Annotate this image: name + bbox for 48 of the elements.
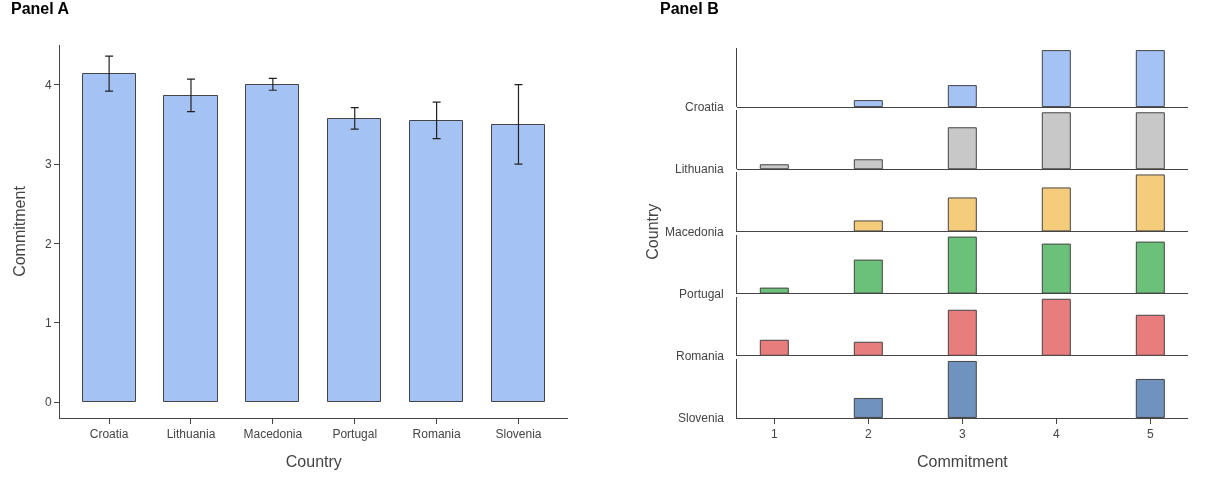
bar (409, 120, 463, 402)
y-axis-title: Macedonia (665, 225, 725, 239)
bar (853, 341, 883, 356)
bar (1041, 298, 1071, 356)
text: Country (643, 203, 661, 260)
bar (82, 73, 136, 402)
bar (163, 95, 218, 402)
y-axis-title: Slovenia (678, 411, 725, 425)
chart-title: Panel B (660, 0, 719, 17)
bar (327, 118, 381, 402)
x-tick-label: 1 (771, 427, 779, 442)
bar (1135, 241, 1165, 294)
bar (947, 236, 977, 294)
bar (947, 309, 977, 356)
x-tick-label: Portugal (332, 427, 378, 442)
bar (1041, 187, 1071, 232)
bar (1135, 174, 1165, 232)
x-tick-label: Lithuania (166, 427, 216, 442)
x-tick-label: 3 (959, 427, 967, 442)
bar (245, 84, 299, 402)
bar (853, 259, 883, 294)
x-tick-label: 5 (1147, 427, 1155, 442)
bar (1041, 243, 1071, 294)
x-tick-label: 4 (1053, 427, 1061, 442)
chart-title: Panel A (11, 0, 70, 17)
x-tick-label: Macedonia (243, 427, 303, 442)
y-tick-label: 2 (44, 236, 52, 251)
y-axis-title: Romania (676, 349, 725, 363)
x-axis-title: Commitment (917, 453, 1009, 471)
bar (1135, 314, 1165, 356)
x-axis-title: Country (285, 453, 342, 471)
y-tick-label: 4 (44, 77, 52, 92)
y-tick-label: 0 (44, 395, 52, 410)
x-tick-label: Slovenia (495, 427, 542, 442)
x-tick-label: 2 (865, 427, 873, 442)
x-tick-label: Romania (412, 427, 461, 442)
y-axis-title: Croatia (685, 100, 725, 114)
y-axis-title: Commitment (10, 185, 28, 277)
bar (947, 197, 977, 232)
y-tick-label: 3 (44, 157, 52, 172)
bar (759, 287, 789, 294)
y-tick-label: 1 (44, 315, 52, 330)
y-axis-title: Portugal (679, 287, 724, 301)
x-tick-label: Croatia (89, 427, 129, 442)
bar (853, 220, 883, 232)
y-axis-title: Lithuania (675, 162, 725, 176)
bar (759, 339, 789, 356)
bar (491, 124, 545, 402)
